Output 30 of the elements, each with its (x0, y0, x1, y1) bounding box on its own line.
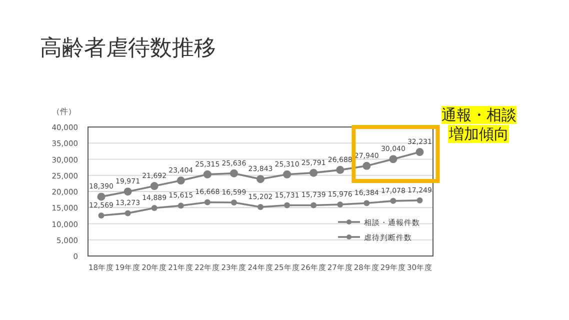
point (150, 182, 158, 190)
point (310, 202, 317, 208)
point (389, 155, 398, 164)
point (176, 176, 185, 185)
chart-title: 高齢者虐待数推移 (40, 36, 216, 61)
text: 増加傾向 (448, 125, 509, 143)
point (364, 200, 370, 206)
point (124, 188, 132, 196)
point (151, 204, 158, 211)
point (283, 170, 292, 178)
point (336, 166, 344, 174)
point (310, 168, 318, 177)
point (178, 202, 184, 209)
point (337, 201, 344, 208)
point (124, 210, 131, 216)
point (204, 199, 210, 206)
point (230, 169, 238, 178)
point (97, 192, 106, 201)
text: 通報・相談 (442, 106, 516, 124)
point (390, 198, 396, 204)
point (284, 202, 290, 208)
point (256, 175, 264, 184)
point (362, 162, 371, 170)
point (230, 199, 237, 206)
y-axis-title: （件） (52, 107, 76, 116)
point (416, 197, 423, 204)
point (416, 148, 424, 156)
point (203, 170, 212, 178)
point (258, 204, 264, 210)
point (98, 212, 104, 218)
